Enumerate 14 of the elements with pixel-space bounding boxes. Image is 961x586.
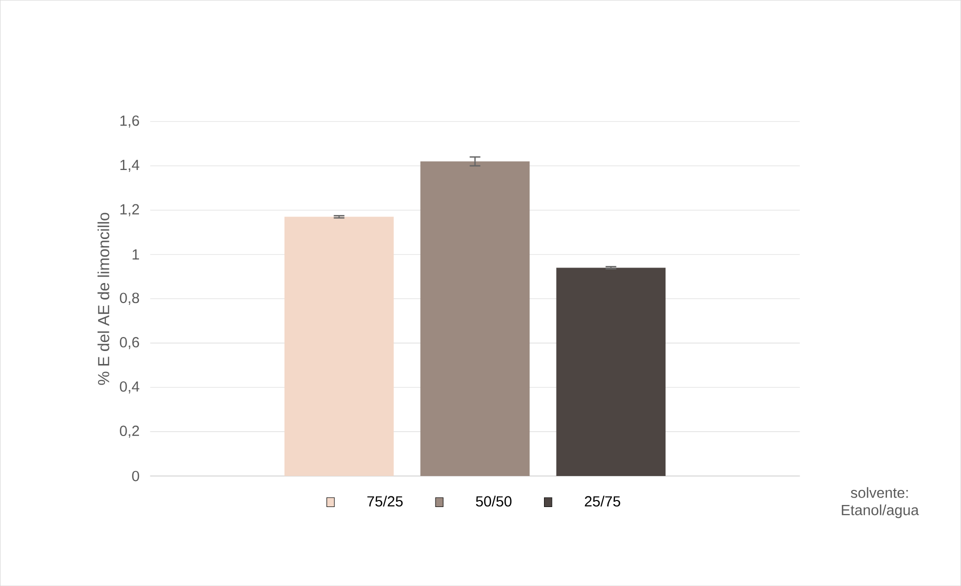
- y-tick-label: 1,6: [120, 115, 140, 128]
- y-tick-label: 1: [132, 249, 139, 260]
- y-tick-label: 0,4: [120, 381, 140, 394]
- y-tick-label: 1,2: [120, 204, 139, 216]
- y-tick-label: 0,6: [120, 336, 140, 350]
- legend-label: 75/25: [367, 496, 403, 506]
- y-tick-label: 1,4: [120, 160, 140, 172]
- text: solvente: Etanol/agua: [842, 487, 919, 518]
- y-tick-label: 0,8: [120, 292, 140, 305]
- y-tick-label: 0: [132, 470, 140, 482]
- legend-label: 25/75: [584, 496, 620, 506]
- y-axis-title: % E del AE de limoncillo: [98, 212, 110, 385]
- y-tick-label: 0,2: [120, 426, 139, 438]
- legend-label: 50/50: [476, 496, 512, 506]
